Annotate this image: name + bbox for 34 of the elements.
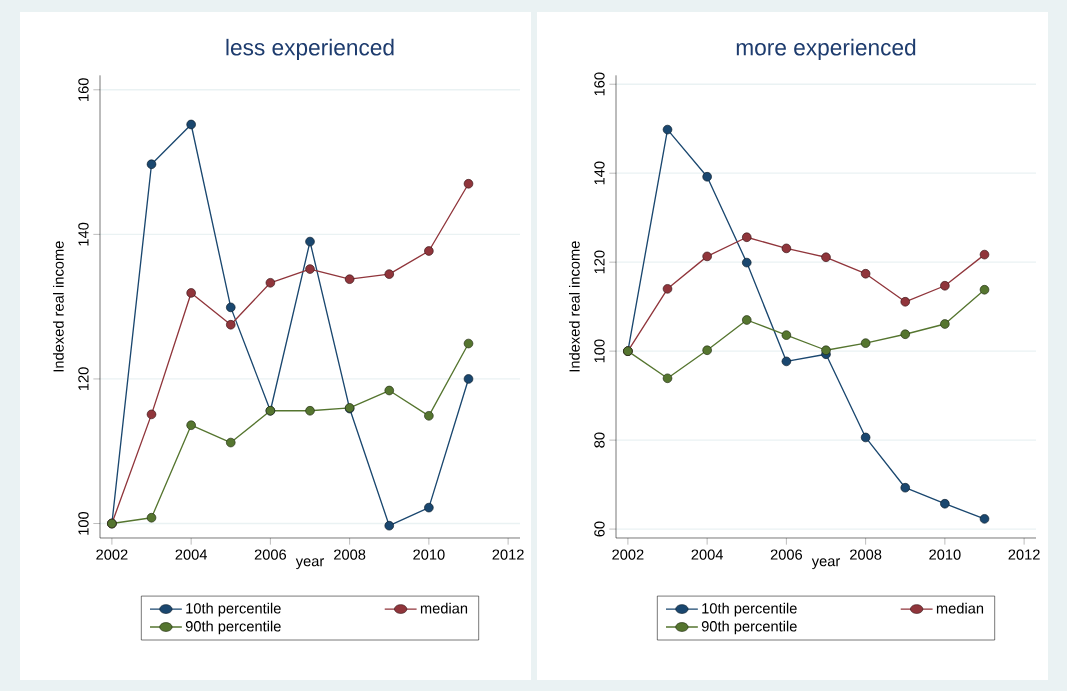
x-tick-label: 2008 — [334, 549, 366, 560]
x-tick-label: 2012 — [492, 549, 524, 560]
x-tick-label: 2008 — [850, 549, 882, 560]
x-axis-title: year — [811, 558, 841, 570]
y-tick-label: 100 — [594, 339, 605, 363]
legend-label: median — [936, 602, 984, 614]
x-tick-label: 2006 — [770, 549, 803, 560]
x-tick-label: 2012 — [1008, 549, 1040, 560]
y-tick-label: 80 — [594, 432, 605, 448]
y-axis-title: Indexed real income — [52, 241, 64, 372]
x-tick-label: 2004 — [175, 549, 208, 560]
x-tick-label: 2002 — [612, 549, 644, 560]
x-tick-label: 2006 — [254, 549, 287, 560]
legend-label: 90th percentile — [185, 620, 281, 635]
x-axis-title: year — [295, 558, 325, 570]
y-tick-label: 140 — [78, 222, 89, 246]
legend-label: 10th percentile — [702, 602, 797, 617]
chart-title: less experienced — [226, 38, 394, 60]
x-tick-label: 2004 — [691, 549, 724, 560]
y-tick-label: 60 — [594, 521, 605, 537]
y-tick-label: 160 — [594, 72, 605, 96]
y-axis-title: Indexed real income — [568, 241, 580, 372]
y-tick-label: 100 — [78, 511, 89, 535]
legend-label: 10th percentile — [186, 602, 281, 617]
x-tick-label: 2010 — [413, 549, 445, 560]
x-tick-label: 2010 — [929, 549, 961, 560]
legend-label: median — [420, 602, 468, 614]
y-tick-label: 160 — [78, 78, 89, 101]
y-tick-label: 140 — [594, 161, 605, 185]
legend-label: 90th percentile — [701, 620, 797, 635]
x-tick-label: 2002 — [96, 549, 128, 560]
y-tick-label: 120 — [594, 250, 605, 274]
chart-title: more experienced — [736, 38, 916, 60]
y-tick-label: 120 — [78, 367, 89, 391]
